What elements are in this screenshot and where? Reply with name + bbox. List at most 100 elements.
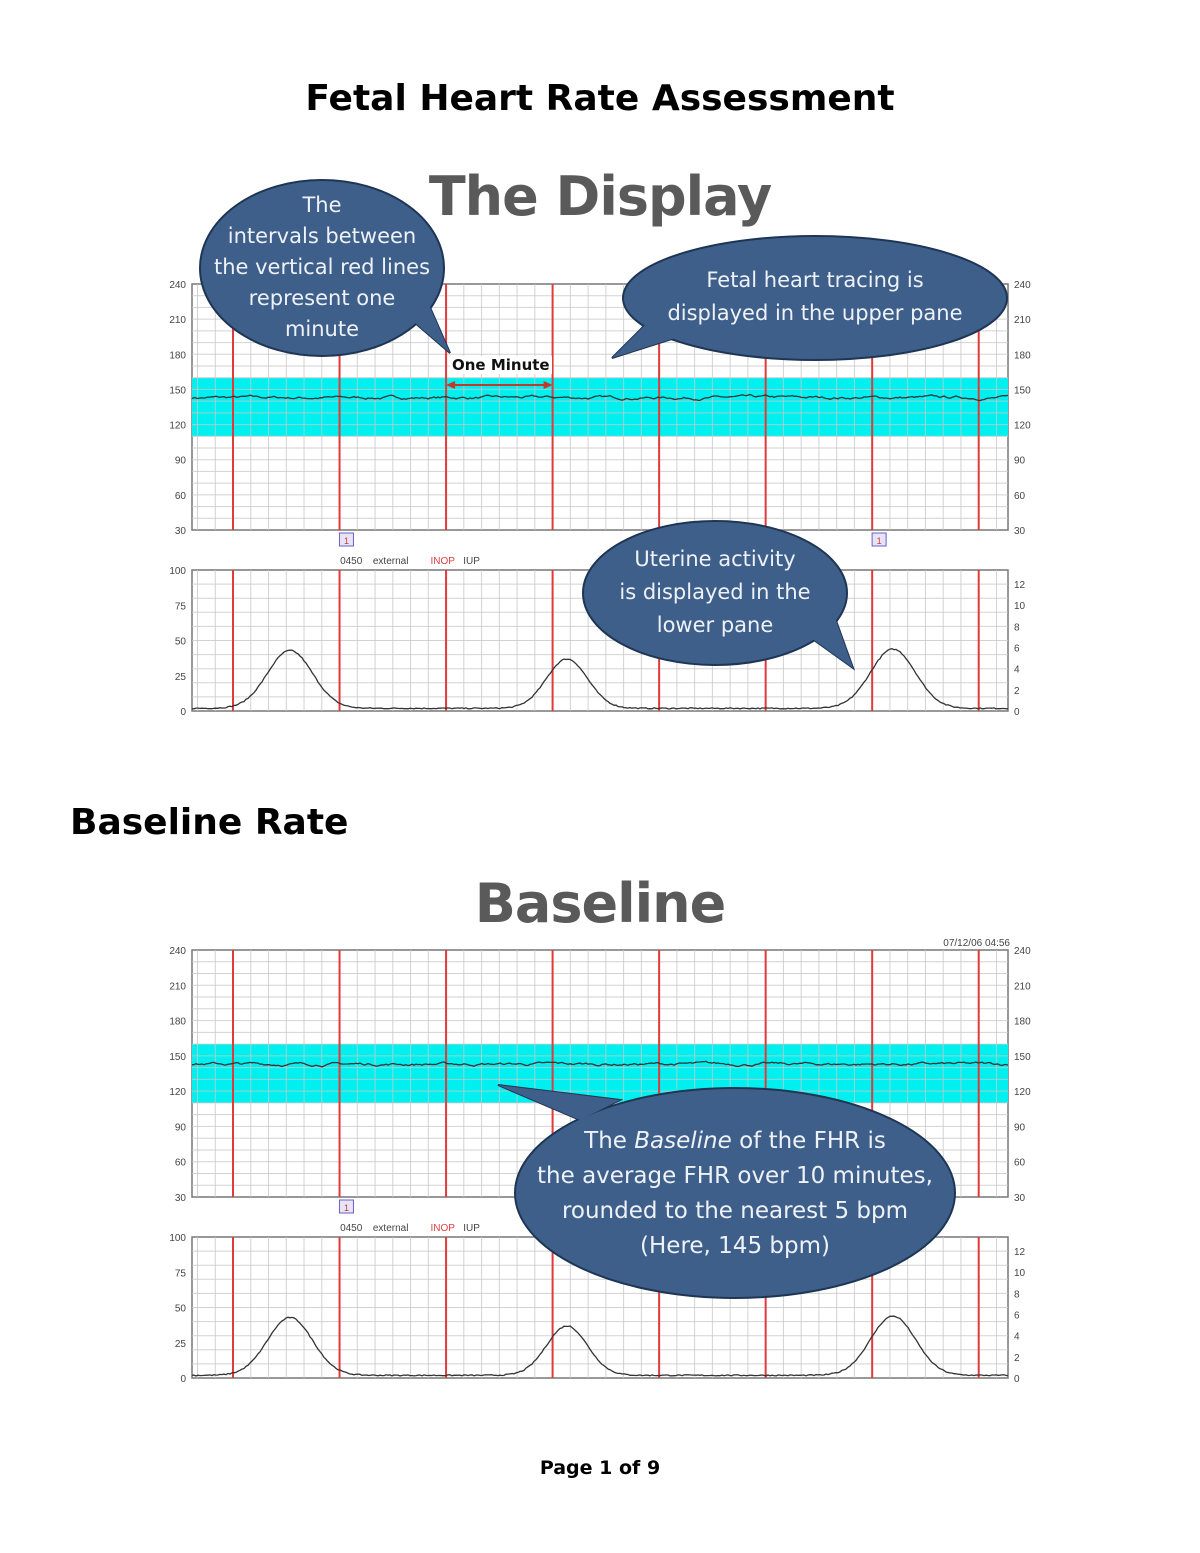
ua-trace — [191, 648, 1009, 710]
bubble-line: Fetal heart tracing is — [706, 268, 924, 292]
bubble-line: rounded to the nearest 5 bpm — [561, 1198, 909, 1224]
fhr-tick-label-left: 180 — [169, 1017, 186, 1028]
fhr-tick-label-left: 120 — [169, 421, 186, 432]
fhr-tick-label-right: 240 — [1014, 280, 1031, 291]
event-marker-glyph: 1 — [877, 536, 882, 546]
ua-tick-label-left: 25 — [175, 672, 187, 683]
fhr-tick-label-left: 30 — [175, 526, 187, 537]
ua-tick-label-right: 8 — [1014, 1289, 1020, 1300]
fhr-tick-label-left: 30 — [175, 1193, 187, 1204]
strip-label-sensor: IUP — [463, 556, 480, 567]
fhr-tick-label-left: 210 — [169, 981, 186, 992]
bubble-upper-pane: Fetal heart tracing is displayed in the … — [625, 264, 1005, 330]
fhr-tick-label-right: 90 — [1014, 1122, 1026, 1133]
bubble-line: displayed in the upper pane — [667, 301, 963, 325]
fhr-tick-label-right: 150 — [1014, 1052, 1031, 1063]
fhr-tick-label-left: 150 — [169, 385, 186, 396]
event-marker-glyph: 1 — [344, 536, 349, 546]
arrow-head-left — [446, 381, 456, 389]
event-marker-glyph: 1 — [344, 1203, 349, 1213]
bubble-line: represent one — [248, 286, 396, 310]
bubble-line: The Baseline of the FHR is — [515, 1124, 955, 1159]
fhr-tick-label-right: 30 — [1014, 526, 1026, 537]
ua-tick-label-right: 6 — [1014, 644, 1020, 655]
ua-tick-label-right: 2 — [1014, 686, 1020, 697]
ua-tick-label-right: 8 — [1014, 622, 1020, 633]
ua-tick-label-right: 0 — [1014, 1374, 1020, 1385]
page-number: Page 1 of 9 — [0, 1457, 1200, 1479]
fhr-trace — [191, 393, 1009, 402]
ua-tick-label-right: 2 — [1014, 1353, 1020, 1364]
bubble-line: is displayed in the — [619, 580, 811, 604]
bubble-line: intervals between — [227, 224, 417, 248]
ua-tick-label-left: 75 — [175, 601, 187, 612]
footer-text: of — [612, 1457, 647, 1479]
ua-tick-label-right: 10 — [1014, 1268, 1026, 1279]
fhr-tick-label-right: 90 — [1014, 456, 1026, 467]
bubble-line: the average FHR over 10 minutes, — [537, 1163, 933, 1189]
bubble-body — [582, 520, 848, 666]
bubble-tail-fill — [400, 280, 450, 353]
ua-tick-label-right: 6 — [1014, 1311, 1020, 1322]
bubble-minute-intervals-shape — [199, 179, 451, 357]
fhr-tick-label-left: 150 — [169, 1052, 186, 1063]
bubble-lower-pane-shape — [582, 520, 856, 671]
strip-label-code: 0450 — [340, 556, 363, 567]
fhr-tick-label-right: 120 — [1014, 421, 1031, 432]
fhr-tick-label-right: 240 — [1014, 946, 1031, 957]
arrow-head-right — [543, 381, 553, 389]
bubble-line: Uterine activity — [634, 547, 796, 571]
bubble-text-part: The — [584, 1128, 635, 1154]
ua-tick-label-right: 4 — [1014, 1332, 1020, 1343]
bubble-baseline-shape — [497, 1084, 956, 1299]
bubble-line: the vertical red lines — [213, 255, 431, 279]
fhr-tick-label-right: 60 — [1014, 1158, 1026, 1169]
strip-timestamp: 07/12/06 04:56 — [943, 938, 1010, 949]
bubble-line: (Here, 145 bpm) — [640, 1233, 830, 1259]
fhr-tick-label-right: 210 — [1014, 981, 1031, 992]
event-marker-icon — [871, 532, 887, 547]
bubble-text-emphasis: Baseline — [634, 1128, 732, 1154]
fhr-tick-label-left: 120 — [169, 1087, 186, 1098]
footer-current-page: 1 — [599, 1457, 613, 1479]
ua-tick-label-right: 4 — [1014, 665, 1020, 676]
ua-tick-label-left: 0 — [180, 1374, 186, 1385]
strip-label-status: INOP — [430, 1223, 455, 1234]
ua-tick-label-left: 100 — [169, 1233, 186, 1244]
ua-tick-label-left: 0 — [180, 707, 186, 718]
bubble-line: lower pane — [656, 613, 774, 637]
fhr-trace — [191, 1060, 1009, 1068]
bubble-body — [622, 235, 1008, 361]
fhr-tick-label-left: 240 — [169, 946, 186, 957]
ua-tick-label-left: 100 — [169, 566, 186, 577]
fhr-tick-label-right: 30 — [1014, 1193, 1026, 1204]
fhr-tick-label-left: 180 — [169, 350, 186, 361]
fhr-tick-label-left: 60 — [175, 1158, 187, 1169]
bubble-text-part: of the FHR is — [731, 1128, 886, 1154]
fhr-tick-label-left: 60 — [175, 491, 187, 502]
ua-tick-label-right: 10 — [1014, 601, 1026, 612]
fhr-tick-label-right: 60 — [1014, 491, 1026, 502]
bubble-lower-pane: Uterine activity is displayed in the low… — [585, 543, 845, 642]
strip-label-mode: external — [373, 1223, 409, 1234]
bubble-baseline-definition: The Baseline of the FHR is the average F… — [515, 1124, 955, 1264]
bubble-body — [514, 1087, 956, 1299]
ua-tick-label-right: 12 — [1014, 1247, 1026, 1258]
event-marker-icon — [338, 1199, 354, 1214]
strip-label-mode: external — [373, 556, 409, 567]
fhr-tick-label-right: 120 — [1014, 1087, 1031, 1098]
bubble-tail-fill — [800, 590, 853, 668]
bubble-line: minute — [284, 317, 360, 341]
page-title: Fetal Heart Rate Assessment — [305, 78, 895, 119]
section-heading: Baseline Rate — [70, 802, 349, 843]
normal-range-band — [192, 1044, 1008, 1103]
one-minute-label: One Minute — [450, 356, 552, 374]
fhr-tick-label-right: 210 — [1014, 315, 1031, 326]
fhr-tick-label-left: 210 — [169, 315, 186, 326]
ua-tick-label-left: 25 — [175, 1339, 187, 1350]
event-marker-icon — [338, 532, 354, 547]
ua-tick-label-right: 0 — [1014, 707, 1020, 718]
strip-label-status: INOP — [430, 556, 455, 567]
